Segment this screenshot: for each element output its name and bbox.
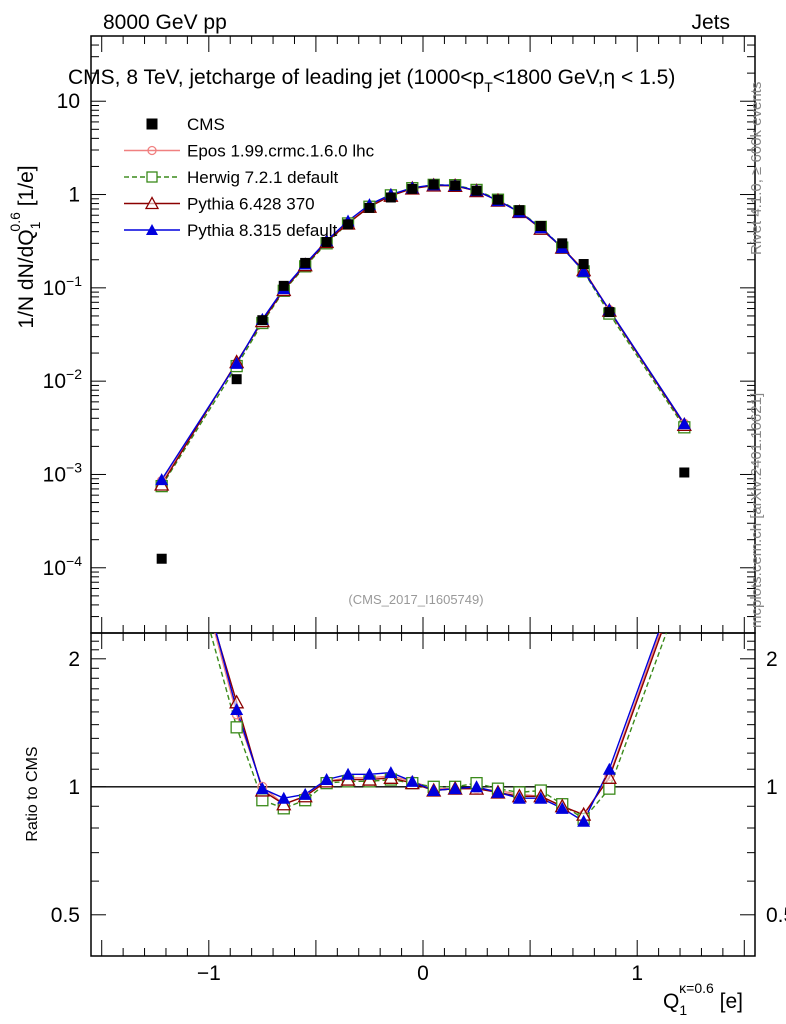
ratio-y-tick-label: 1 [68,776,80,799]
cms-point [492,194,503,205]
legend-marker [144,196,160,210]
legend-marker [146,171,158,183]
ratio-point [602,762,616,775]
ratio-panel: 0.5 0.5 1 1 2 2 [51,421,786,957]
data-markers [154,177,692,564]
process-label: Jets [691,11,730,34]
main-y-axis: 10−4 10−3 10−2 10−1 1 10 [43,35,755,634]
ratio-point [534,791,548,804]
ratio-point [230,702,244,715]
ratio-point [255,782,269,795]
y-tick-label: 10−3 [43,459,83,486]
ratio-point [678,563,691,575]
x-tick-label: −1 [197,962,221,985]
cms-point [514,205,525,216]
mc-point [155,473,169,486]
mcplots-label: mcplots.cern.ch [arXiv:2401.10621] [748,393,765,628]
ratio-point [470,780,484,793]
ratio-y-tick-label: 0.5 [51,904,80,927]
ratio-y-tick-label: 2 [68,648,80,671]
cms-point [278,280,289,291]
analysis-id: (CMS_2017_I1605749) [348,592,483,607]
cms-point [428,179,439,190]
legend-marker [146,224,158,235]
x-tick-label: 0 [417,962,429,985]
cms-point [385,192,396,203]
y-tick-label: 1 [68,184,80,207]
ratio-point [405,774,419,787]
legend-label: Pythia 8.315 default [187,221,338,240]
legend-label: Pythia 6.428 370 [187,195,315,214]
cms-point [578,259,589,270]
ratio-point [603,782,616,795]
x-axis-label: Q1κ=0.6 [e] [663,980,743,1018]
ratio-point [680,559,689,568]
cms-point [679,467,690,478]
cms-point [364,202,375,213]
ratio-point [491,785,505,798]
ratio-y-axis-label: Ratio to CMS [24,746,41,841]
mc-point [677,417,691,430]
legend-marker [147,145,157,156]
y-tick-label: 10−2 [43,366,83,393]
mc-point [230,356,244,369]
cms-point [604,307,615,318]
cms-point [321,236,332,247]
ratio-point [678,554,691,566]
ratio-point [320,773,334,786]
ratio-point [679,578,690,589]
cms-point [471,185,482,196]
ratio-point [512,791,526,804]
ratio-y-tick-label: 2 [766,648,778,671]
ratio-point [577,814,591,827]
cms-point [231,374,242,385]
ratio-point [341,767,355,780]
ratio-point [155,443,168,455]
plot-title: CMS, 8 TeV, jetcharge of leading jet (10… [68,66,675,95]
mc-point [577,264,591,277]
legend: CMS Epos 1.99.crmc.1.6.0 lhc Herwig 7.2.1 … [124,115,375,240]
ratio-y-tick-label: 0.5 [766,904,786,927]
ratio-point [601,769,617,784]
cms-point [450,180,461,191]
y-tick-label: 10−1 [43,273,83,300]
cms-point [156,553,167,564]
rivet-label: Rivet 4.1.0, ≥ 600k events [748,82,765,255]
main-y-axis-label: 1/N dN/dQ10.6 [1/e] [7,165,43,328]
x-tick-labels: −1 0 1 [197,962,643,985]
y-tick-label: 10−4 [43,553,83,580]
ratio-point [156,450,167,461]
collision-label: 8000 GeV pp [103,11,227,34]
legend-marker [146,118,158,130]
ratio-x-axis [101,633,745,956]
ratio-point [555,801,569,814]
x-tick-label: 1 [631,962,643,985]
cms-point [300,257,311,268]
ratio-point [155,421,168,433]
ratio-point [427,784,441,797]
ratio-point [448,782,462,795]
legend-label: Herwig 7.2.1 default [187,168,338,187]
ratio-point [230,721,243,734]
cms-point [343,219,354,230]
cms-point [557,238,568,249]
main-x-axis [101,36,745,633]
y-tick-label: 10 [57,90,80,113]
legend-label: CMS [187,115,225,134]
ratio-point [157,428,166,437]
ratio-point [277,791,291,804]
ratio-markers [155,421,691,827]
ratio-point [384,766,398,779]
cms-point [407,183,418,194]
cms-point [535,221,546,232]
cms-point [257,315,268,326]
ratio-point [362,767,376,780]
legend-label: Epos 1.99.crmc.1.6.0 lhc [187,142,375,161]
ratio-y-tick-label: 1 [766,776,778,799]
ratio-y-axis: 0.5 0.5 1 1 2 2 [51,640,786,957]
main-panel: 10−4 10−3 10−2 10−1 1 10 CMS, 8 TeV, jetcharg… [43,35,756,634]
ratio-point [298,787,312,800]
ratio-frame [90,632,756,957]
